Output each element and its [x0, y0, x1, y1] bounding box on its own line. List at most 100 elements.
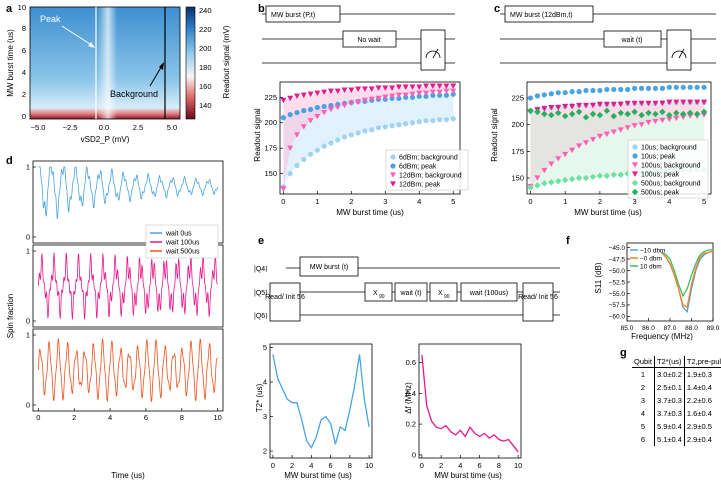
data-point	[287, 95, 294, 102]
ytick-label: 200	[511, 120, 524, 129]
e-x90-gate-2: X	[438, 290, 443, 297]
data-point	[701, 112, 708, 118]
ytick-label: 200	[264, 118, 277, 127]
legend-entry: wait 0us	[165, 231, 192, 238]
shaded-band	[530, 102, 705, 187]
peak-arrow	[61, 25, 94, 47]
xtick-label: 2	[72, 413, 76, 422]
data-point	[293, 132, 300, 138]
table-row: 6 5.1±0.4 2.9±0.4	[632, 433, 721, 446]
data-point	[701, 84, 707, 90]
table-cell: 5	[632, 420, 655, 433]
a-ytick: 8	[22, 24, 26, 33]
data-point	[603, 101, 610, 108]
panel-a-heatmap	[29, 6, 181, 120]
panel-d-label: d	[6, 155, 13, 167]
data-point	[368, 96, 375, 103]
xtick-label: 0	[528, 197, 532, 206]
data-point	[576, 89, 582, 95]
shaded-band	[283, 86, 454, 189]
data-point	[645, 119, 652, 126]
xtick-label: 1	[315, 197, 319, 206]
data-point	[659, 85, 665, 91]
data-point	[541, 106, 548, 112]
table-cell: 3.7±0.3	[654, 407, 685, 420]
data-point	[610, 171, 617, 178]
data-point	[603, 107, 611, 114]
cbar-tick: 140	[199, 101, 212, 110]
legend: 10us; background 10us; peak 100us; backgro…	[627, 139, 709, 199]
data-point	[437, 92, 443, 98]
data-point	[450, 88, 457, 94]
legend-entry: −0 dbm	[640, 256, 662, 263]
data-point	[582, 174, 590, 182]
data-point	[382, 94, 389, 101]
data-point	[680, 84, 686, 90]
legend-entry: 100us; peak	[641, 172, 680, 179]
legend-marker	[390, 181, 396, 187]
legend-marker	[632, 171, 638, 177]
ytick-label: 0	[412, 450, 416, 459]
data-point	[314, 90, 321, 96]
data-point	[348, 87, 355, 93]
data-line	[660, 250, 714, 314]
xtick-label: 1	[563, 197, 567, 206]
panel-a-yticks: 0 2 4 6 8 10	[18, 3, 26, 121]
data-point	[321, 89, 328, 95]
data-point	[583, 102, 590, 109]
data-point	[652, 100, 659, 107]
data-point	[687, 113, 694, 119]
data-point	[666, 111, 673, 119]
plot-frame	[269, 343, 373, 459]
e-mwburst-gate: MW burst (t)	[310, 264, 349, 271]
data-point	[382, 124, 388, 130]
e-q4-label: |Q4⟩	[254, 265, 268, 273]
c-mwburst-gate: MW burst (12dBm,t)	[510, 12, 573, 19]
legend-marker	[390, 163, 396, 169]
legend-marker	[632, 144, 638, 150]
data-point	[568, 175, 576, 183]
data-point	[314, 104, 320, 111]
xtick-label: 4	[309, 461, 313, 470]
ytick-label: 1	[26, 163, 30, 172]
data-point	[631, 108, 638, 116]
xtick-label: 88.0	[685, 325, 698, 332]
data-point	[561, 112, 569, 120]
data-point	[527, 95, 534, 101]
data-point	[624, 110, 631, 118]
xtick-label: 2	[439, 461, 443, 470]
data-point	[328, 102, 334, 109]
data-point	[395, 92, 402, 99]
table-header-t2-prepulse: T2,pre-pulse*(us)	[684, 356, 721, 368]
data-point	[423, 83, 430, 89]
table-cell: 2.5±0.1	[654, 381, 685, 394]
data-point	[673, 84, 679, 90]
data-point	[590, 87, 596, 94]
data-point	[555, 105, 562, 111]
e-readout-right: Read/ Init 56	[518, 294, 558, 301]
panel-e-label: e	[258, 235, 264, 247]
data-point	[659, 100, 666, 107]
xtick-label: 8	[180, 413, 184, 422]
data-point	[416, 119, 422, 125]
a-ytick: 0	[22, 112, 26, 121]
ytick-label: −57.5	[609, 302, 626, 309]
data-point	[423, 118, 429, 124]
table-cell: 6	[632, 433, 655, 446]
e-wait-t-gate: wait (t)	[400, 290, 422, 297]
data-point	[625, 86, 631, 93]
data-point	[280, 115, 286, 121]
data-point	[603, 172, 611, 180]
data-point	[596, 172, 604, 180]
table-row: 4 3.7±0.3 1.6±0.4	[632, 407, 721, 420]
data-point	[368, 86, 375, 92]
b-mwburst-gate: MW burst (P,t)	[271, 12, 315, 19]
data-point	[589, 110, 597, 118]
e-x90-sub-1: 90	[379, 294, 385, 300]
data-point	[597, 87, 603, 94]
xtick-label: 2	[290, 461, 294, 470]
data-point	[341, 102, 348, 109]
legend-marker	[632, 162, 638, 168]
data-point	[300, 124, 307, 130]
